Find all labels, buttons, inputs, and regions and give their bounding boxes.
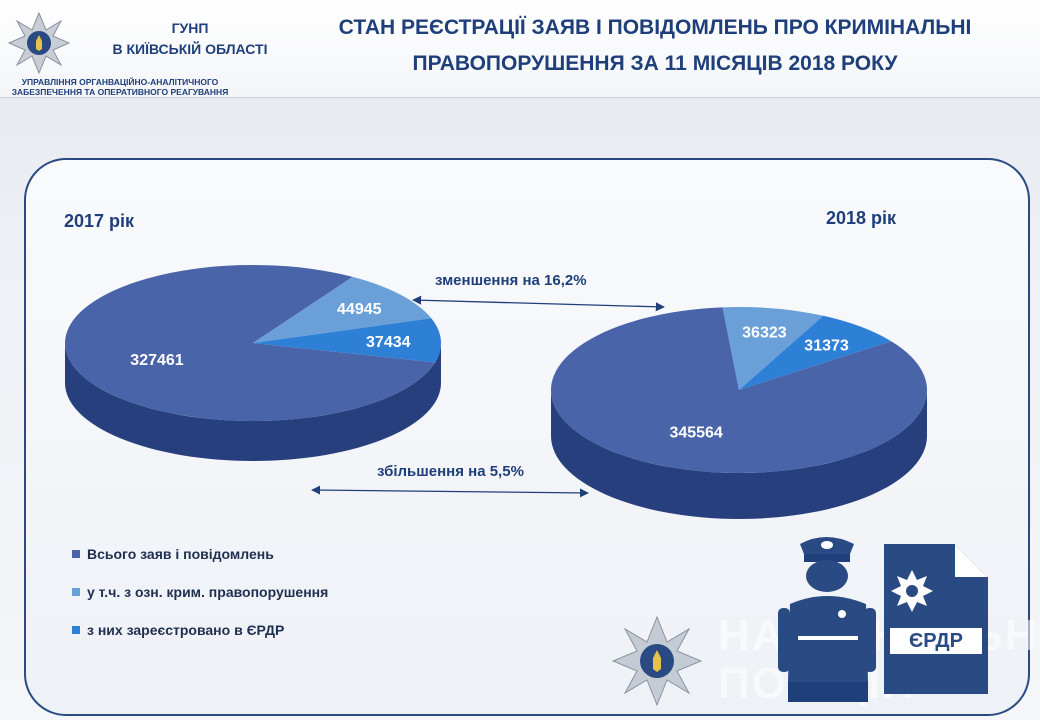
pie-side-total xyxy=(65,343,441,461)
erdr-document-icon xyxy=(884,544,988,694)
data-label-criminal: 44945 xyxy=(337,301,382,318)
legend-label: Всього заяв і повідомлень xyxy=(87,546,274,562)
increase-arrow xyxy=(311,485,589,498)
year-label-2017: 2017 рік xyxy=(64,211,135,231)
data-label-registered: 37434 xyxy=(366,334,411,351)
pie-slice-total xyxy=(551,307,928,474)
police-emblem-icon xyxy=(8,12,70,74)
chart-legend: Всього заяв і повідомлень у т.ч. з озн. … xyxy=(72,544,328,658)
legend-swatch xyxy=(72,626,80,634)
legend-item-registered: з них зареєстровано в ЄРДР xyxy=(72,620,328,640)
decrease-arrow xyxy=(412,295,665,312)
legend-item-criminal: у т.ч. з озн. крим. правопорушення xyxy=(72,582,328,602)
data-label-total: 345564 xyxy=(669,425,722,442)
legend-item-total: Всього заяв і повідомлень xyxy=(72,544,328,564)
pie-slice-criminal xyxy=(722,306,824,390)
pie-slice-registered xyxy=(253,318,441,363)
pie-slice-registered xyxy=(739,315,892,390)
police-officer-icon xyxy=(778,537,876,702)
erdr-badge-text: ЄРДР xyxy=(909,630,963,652)
legend-swatch xyxy=(72,550,80,558)
pie-2017: 327461 44945 37434 xyxy=(64,265,441,461)
legend-swatch xyxy=(72,588,80,596)
department-name: УПРАВЛІННЯ ОРГАНВАЦІЙНО-АНАЛІТИЧНОГО ЗАБ… xyxy=(11,77,229,97)
data-label-registered: 31373 xyxy=(804,337,849,354)
decrease-annotation: зменшення на 16,2% xyxy=(435,272,587,289)
bottom-emblem-icon xyxy=(612,616,702,706)
page-header: ГУНП В КИЇВСЬКІЙ ОБЛАСТІ УПРАВЛІННЯ ОРГА… xyxy=(0,0,1040,98)
pie-slice-criminal xyxy=(253,276,432,343)
pie-2018: 345564 36323 31373 xyxy=(551,306,928,519)
org-name: ГУНП В КИЇВСЬКІЙ ОБЛАСТІ xyxy=(112,20,268,57)
data-label-total: 327461 xyxy=(130,352,183,369)
watermark: НАЦІОНАЛЬНА ПОЛІЦІЯ xyxy=(718,611,1040,708)
data-label-criminal: 36323 xyxy=(742,324,787,341)
year-label-2018: 2018 рік xyxy=(826,208,897,228)
legend-label: у т.ч. з озн. крим. правопорушення xyxy=(87,584,329,600)
pie-side-total xyxy=(551,390,927,519)
pie-slice-total xyxy=(64,265,436,421)
page-title: СТАН РЕЄСТРАЦІЇ ЗАЯВ І ПОВІДОМЛЕНЬ ПРО К… xyxy=(338,16,972,75)
legend-label: з них зареєстровано в ЄРДР xyxy=(87,622,285,638)
increase-annotation: збільшення на 5,5% xyxy=(377,463,524,480)
